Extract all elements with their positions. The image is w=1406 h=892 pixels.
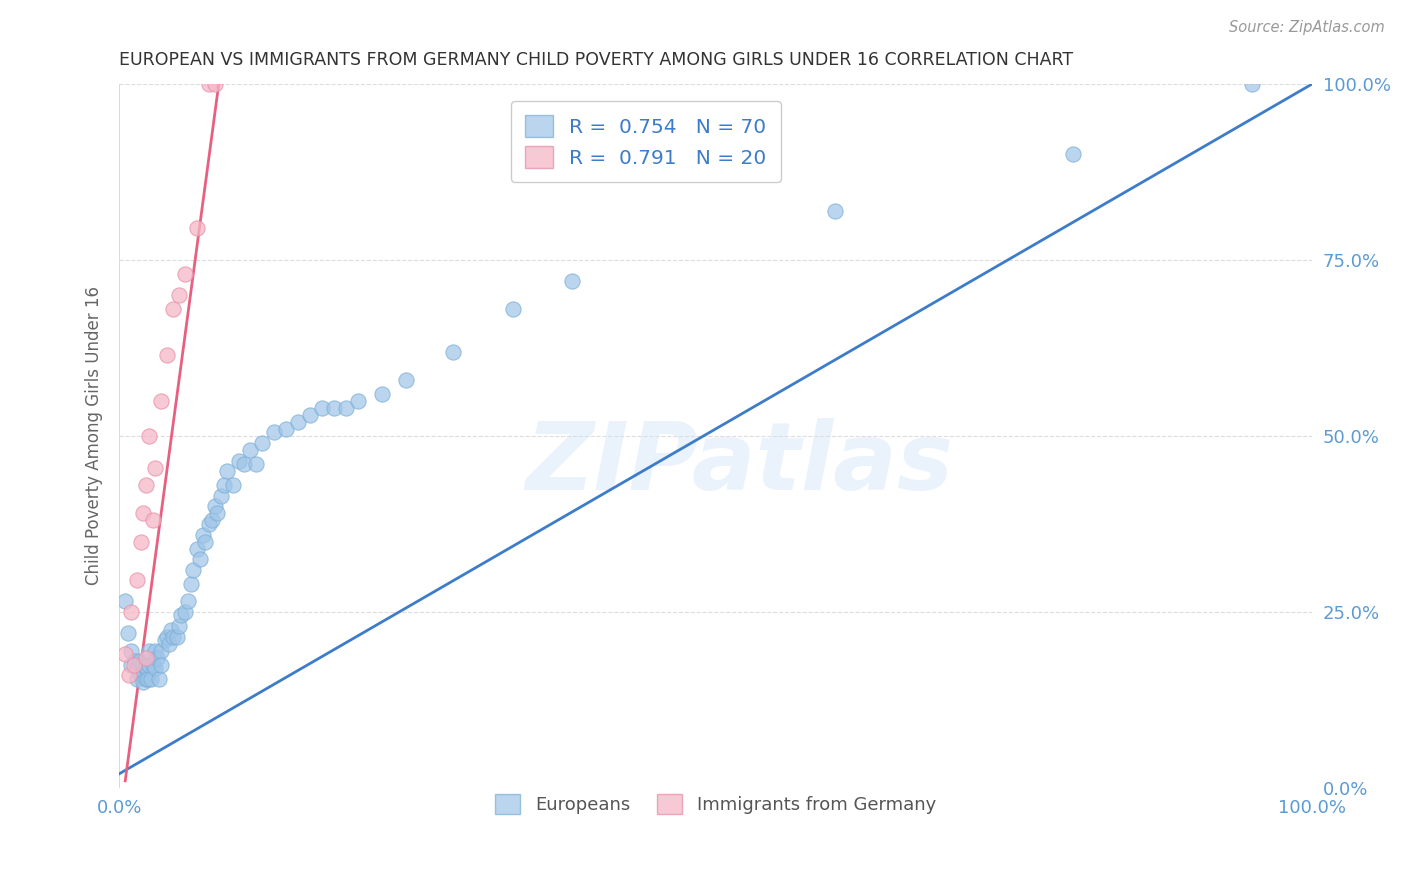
Point: [122, 657, 145, 672]
Point: [252, 436, 274, 450]
Point: [156, 348, 179, 362]
Point: [215, 464, 238, 478]
Point: [146, 650, 169, 665]
Point: [132, 675, 155, 690]
Point: [190, 552, 212, 566]
Point: [162, 302, 184, 317]
Point: [114, 594, 136, 608]
Point: [124, 654, 146, 668]
Point: [276, 422, 298, 436]
Point: [245, 457, 267, 471]
Point: [561, 274, 583, 288]
Point: [197, 77, 219, 91]
Point: [150, 643, 173, 657]
Point: [143, 460, 166, 475]
Point: [311, 401, 333, 415]
Point: [239, 443, 262, 458]
Point: [186, 221, 208, 235]
Point: [221, 478, 243, 492]
Point: [170, 608, 193, 623]
Point: [157, 637, 180, 651]
Point: [143, 661, 166, 675]
Text: ZIPatlas: ZIPatlas: [526, 418, 953, 510]
Point: [166, 630, 188, 644]
Point: [142, 513, 165, 527]
Point: [127, 661, 149, 675]
Y-axis label: Child Poverty Among Girls Under 16: Child Poverty Among Girls Under 16: [86, 286, 103, 585]
Point: [129, 534, 152, 549]
Point: [191, 527, 214, 541]
Point: [205, 507, 228, 521]
Point: [212, 478, 235, 492]
Point: [148, 672, 170, 686]
Point: [138, 657, 160, 672]
Point: [117, 626, 139, 640]
Point: [233, 457, 256, 471]
Point: [120, 605, 142, 619]
Point: [135, 661, 157, 675]
Point: [159, 623, 181, 637]
Point: [134, 650, 156, 665]
Point: [156, 630, 179, 644]
Point: [194, 534, 217, 549]
Point: [132, 507, 155, 521]
Point: [335, 401, 357, 415]
Point: [118, 668, 141, 682]
Text: Source: ZipAtlas.com: Source: ZipAtlas.com: [1229, 20, 1385, 35]
Point: [142, 657, 165, 672]
Point: [204, 77, 226, 91]
Point: [287, 415, 309, 429]
Point: [120, 643, 142, 657]
Point: [173, 267, 195, 281]
Point: [441, 344, 464, 359]
Point: [228, 453, 250, 467]
Point: [394, 373, 416, 387]
Point: [143, 643, 166, 657]
Point: [201, 513, 224, 527]
Point: [370, 386, 392, 401]
Point: [204, 500, 226, 514]
Point: [127, 574, 149, 588]
Point: [128, 654, 150, 668]
Point: [136, 672, 159, 686]
Point: [323, 401, 346, 415]
Point: [167, 288, 190, 302]
Point: [138, 643, 160, 657]
Point: [153, 633, 176, 648]
Point: [134, 478, 156, 492]
Point: [134, 672, 156, 686]
Point: [186, 541, 208, 556]
Point: [197, 516, 219, 531]
Point: [502, 302, 524, 317]
Point: [150, 393, 173, 408]
Point: [1241, 77, 1264, 91]
Point: [120, 657, 142, 672]
Point: [129, 668, 152, 682]
Point: [1062, 147, 1084, 161]
Point: [138, 429, 160, 443]
Point: [181, 563, 204, 577]
Point: [180, 576, 202, 591]
Point: [141, 672, 163, 686]
Point: [127, 672, 149, 686]
Point: [132, 657, 155, 672]
Point: [263, 425, 285, 440]
Point: [134, 657, 156, 672]
Point: [150, 657, 173, 672]
Point: [173, 605, 195, 619]
Point: [346, 393, 368, 408]
Point: [162, 630, 184, 644]
Point: [299, 408, 322, 422]
Point: [824, 203, 846, 218]
Legend: Europeans, Immigrants from Germany: Europeans, Immigrants from Germany: [484, 783, 946, 824]
Text: EUROPEAN VS IMMIGRANTS FROM GERMANY CHILD POVERTY AMONG GIRLS UNDER 16 CORRELATI: EUROPEAN VS IMMIGRANTS FROM GERMANY CHIL…: [120, 51, 1073, 69]
Point: [177, 594, 200, 608]
Point: [167, 619, 190, 633]
Point: [114, 647, 136, 661]
Point: [209, 489, 232, 503]
